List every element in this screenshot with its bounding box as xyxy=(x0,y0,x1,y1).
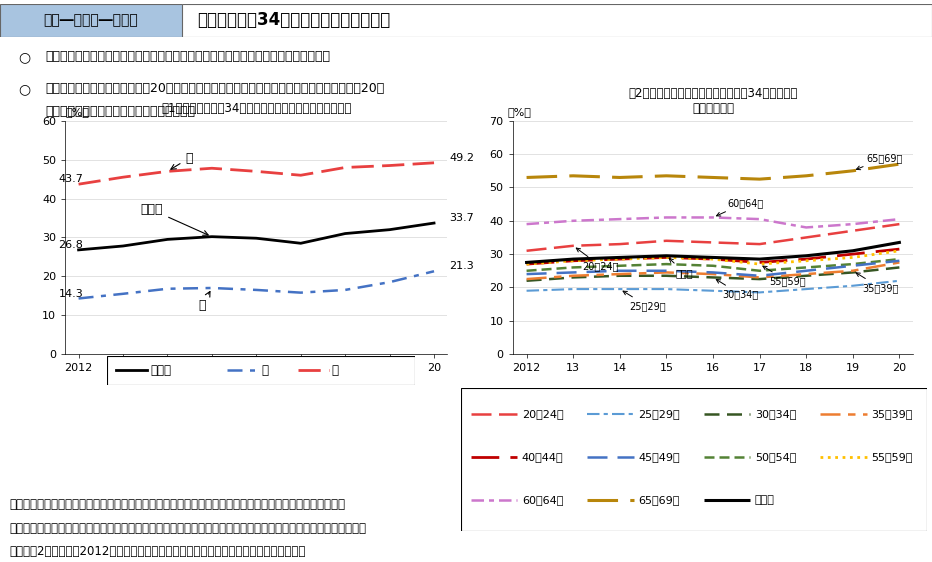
Text: 40～44歳: 40～44歳 xyxy=(522,452,564,461)
Text: 女: 女 xyxy=(171,152,193,169)
Text: 60～64歳: 60～64歳 xyxy=(522,495,563,505)
Text: 45～49歳: 45～49歳 xyxy=(638,452,680,461)
Text: 前半と６０代後半で上昇幅が比較的大きい。: 前半と６０代後半で上昇幅が比較的大きい。 xyxy=(46,105,196,118)
Text: 女: 女 xyxy=(332,364,338,377)
Text: ○: ○ xyxy=(19,50,31,64)
Text: 50～54歳: 50～54歳 xyxy=(755,452,796,461)
Text: （%）: （%） xyxy=(508,107,532,117)
Text: （注）　１）非農林業雇用者（休業者を除く）総数に占める週間就業時間３４時間以下の者の割合を表したもの。: （注） １）非農林業雇用者（休業者を除く）総数に占める週間就業時間３４時間以下の… xyxy=(9,522,366,534)
Text: 20～24歳: 20～24歳 xyxy=(522,409,564,419)
Text: 25～29歳: 25～29歳 xyxy=(638,409,680,419)
Text: 年齢計: 年齢計 xyxy=(755,495,774,505)
Text: 55～59歳: 55～59歳 xyxy=(763,266,805,286)
Text: 20～24歳: 20～24歳 xyxy=(576,248,619,271)
Text: 65～69歳: 65～69歳 xyxy=(857,153,903,170)
Text: 30～34歳: 30～34歳 xyxy=(717,279,759,300)
Title: （2）年齢階級別にみた週間就業時隉34時間以下の
雇用者の割合: （2）年齢階級別にみた週間就業時隉34時間以下の 雇用者の割合 xyxy=(628,88,798,116)
Text: 43.7: 43.7 xyxy=(59,174,84,184)
Text: 55～59歳: 55～59歳 xyxy=(871,452,912,461)
Text: 35～39歳: 35～39歳 xyxy=(871,409,912,419)
Text: 21.3: 21.3 xyxy=(449,261,474,271)
Text: 年齢階級別でみると、水準では20代前半及び６０代で高い水準にある一方で、傍向としては20代: 年齢階級別でみると、水準では20代前半及び６０代で高い水準にある一方で、傍向とし… xyxy=(46,81,385,95)
Text: 49.2: 49.2 xyxy=(449,153,474,163)
Text: 資料出所　総務省統計局「労働力調査（基本集計）」をもとに厚生労働省政策統括官付政策統括室にて作成: 資料出所 総務省統計局「労働力調査（基本集計）」をもとに厚生労働省政策統括官付政… xyxy=(9,498,346,511)
Text: 25～29歳: 25～29歳 xyxy=(624,291,665,311)
Text: 年齢計: 年齢計 xyxy=(669,259,693,278)
Text: 14.3: 14.3 xyxy=(59,288,83,298)
Text: 第１―（３）―１１図: 第１―（３）―１１図 xyxy=(44,13,138,27)
Text: 26.8: 26.8 xyxy=(59,240,84,250)
Text: 65～69歳: 65～69歳 xyxy=(638,495,679,505)
Text: 35～39歳: 35～39歳 xyxy=(857,273,898,293)
Title: （1）週間就業時隉34時間以下の雇用者の割合（男女別）: （1）週間就業時隉34時間以下の雇用者の割合（男女別） xyxy=(161,102,351,116)
Text: 週間就業時隉34時間以下の雇用者の状況: 週間就業時隉34時間以下の雇用者の状況 xyxy=(197,11,390,29)
Text: ○: ○ xyxy=(19,81,31,96)
Text: 男: 男 xyxy=(261,364,268,377)
Text: 30～34歳: 30～34歳 xyxy=(755,409,796,419)
Text: 男: 男 xyxy=(199,292,210,312)
Text: （%）: （%） xyxy=(65,107,89,117)
Text: 2）（２）の2012年の数値は雇用者数ではなく就業者数を用いて算出したもの。: 2）（２）の2012年の数値は雇用者数ではなく就業者数を用いて算出したもの。 xyxy=(9,545,306,558)
Text: 33.7: 33.7 xyxy=(449,213,474,223)
Text: 週間就業時間が週３４時間以下の者の割合は、男女ともにおおむね増加傾向にある。: 週間就業時間が週３４時間以下の者の割合は、男女ともにおおむね増加傾向にある。 xyxy=(46,50,331,64)
Text: 60～64歳: 60～64歳 xyxy=(717,198,763,216)
Text: 男女計: 男女計 xyxy=(141,203,208,235)
Text: 男女計: 男女計 xyxy=(150,364,171,377)
